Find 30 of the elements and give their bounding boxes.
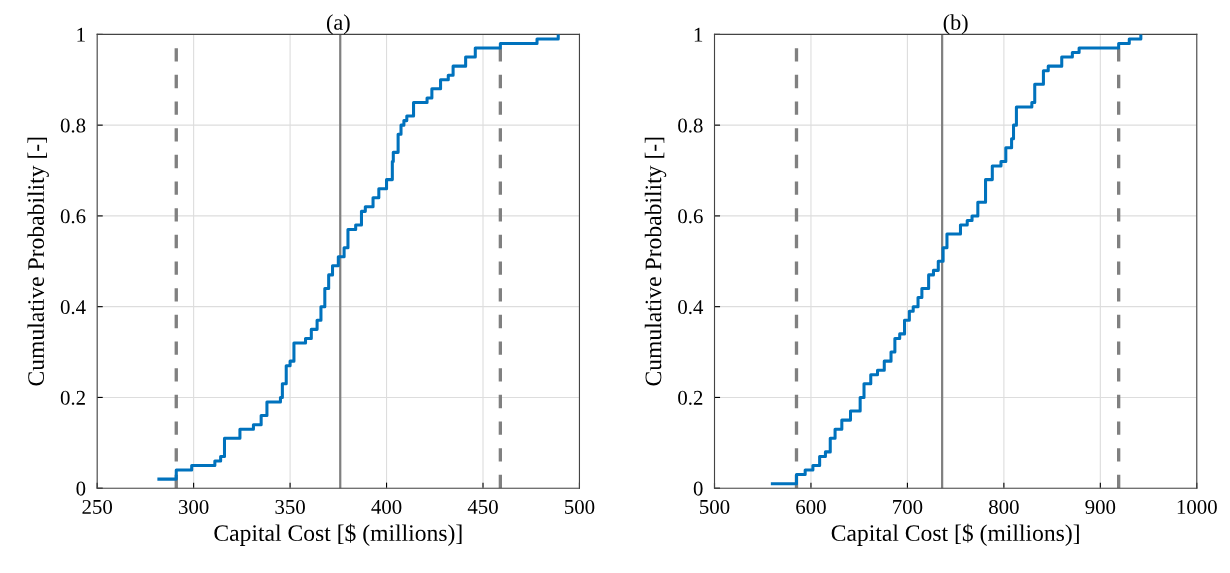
x-tick-label: 350 — [275, 499, 305, 514]
chart-title: (a) — [326, 14, 350, 35]
y-tick-label: 0.6 — [60, 209, 86, 224]
y-tick-label: 0 — [693, 481, 703, 496]
x-axis-title: Capital Cost [$ (millions)] — [214, 523, 462, 546]
y-tick-label: 0 — [76, 481, 86, 496]
x-tick-label: 500 — [700, 499, 730, 514]
x-tick-label: 700 — [893, 499, 923, 514]
x-tick-label: 250 — [82, 499, 112, 514]
chart-title: (b) — [943, 14, 968, 35]
y-tick-label: 0.8 — [60, 118, 86, 133]
y-tick-label: 0.4 — [678, 300, 704, 315]
y-tick-label: 0.2 — [60, 390, 85, 405]
x-tick-label: 900 — [1085, 499, 1116, 514]
y-tick-label: 0.6 — [678, 209, 703, 224]
x-axis-title: Capital Cost [$ (millions)] — [831, 523, 1079, 546]
x-tick-label: 450 — [467, 499, 498, 514]
x-tick-label: 1000 — [1177, 499, 1217, 514]
x-tick-label: 300 — [179, 499, 209, 514]
x-tick-label: 500 — [565, 499, 595, 514]
x-tick-label: 600 — [796, 499, 826, 514]
y-tick-label: 1 — [77, 27, 85, 42]
y-tick-label: 0.4 — [60, 300, 86, 315]
y-tick-label: 0.2 — [678, 390, 703, 405]
y-tick-label: 0.8 — [678, 118, 703, 133]
x-tick-label: 800 — [989, 499, 1019, 514]
y-tick-label: 1 — [694, 27, 703, 42]
y-axis-title: Cumulative Probability [-] — [27, 137, 49, 386]
x-tick-label: 400 — [371, 499, 402, 514]
y-axis-title: Cumulative Probability [-] — [644, 137, 667, 386]
